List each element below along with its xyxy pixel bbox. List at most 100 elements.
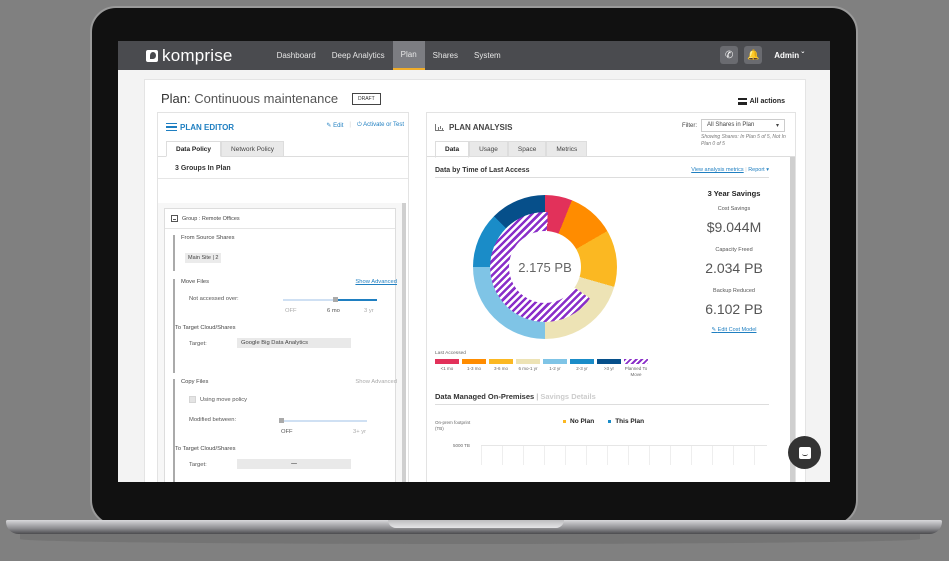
nav-plan[interactable]: Plan [392, 41, 425, 70]
backup-reduced-label: Backup Reduced [713, 288, 755, 294]
group-header[interactable]: Group : Remote Offices [165, 209, 395, 229]
bar-chart-icon [435, 123, 444, 131]
not-accessed-slider[interactable] [283, 299, 377, 301]
right-scrollbar[interactable] [790, 157, 795, 482]
bell-icon[interactable]: 🔔 [744, 46, 763, 64]
activate-label: Activate or Test [363, 122, 404, 128]
tab-space[interactable]: Space [507, 141, 547, 157]
divider: | [536, 392, 541, 401]
last-access-donut-chart[interactable]: 2.175 PB [473, 195, 617, 339]
legend-item: 6 mo-1 yr [516, 359, 540, 378]
slider-min-label: OFF [285, 308, 297, 314]
tab-usage[interactable]: Usage [469, 141, 508, 157]
analysis-tabs: Data Usage Space Metrics [427, 141, 588, 158]
all-actions-button[interactable]: All actions [737, 98, 785, 105]
legend-item: >3 yr [597, 359, 621, 378]
tab-data-policy[interactable]: Data Policy [166, 141, 222, 157]
using-move-policy-checkbox[interactable]: Using move policy [189, 396, 247, 403]
data-managed-tab[interactable]: Data Managed On-Premises [435, 392, 535, 401]
filter-label: Filter: [682, 122, 697, 129]
legend-no-plan[interactable]: No Plan [563, 418, 594, 425]
divider: | [745, 167, 747, 173]
checkbox-label: Using move policy [200, 397, 248, 404]
left-scrollbar[interactable] [402, 203, 406, 482]
move-files-section: Move Files Show Advanced Not accessed ov… [173, 279, 397, 373]
edit-cost-model-link[interactable]: ✎ Edit Cost Model [711, 327, 757, 333]
tab-data[interactable]: Data [435, 141, 470, 158]
copy-files-section: Copy Files Show Advanced Using move poli… [173, 379, 397, 482]
modified-slider[interactable] [279, 420, 367, 422]
savings-details-tab[interactable]: Savings Details [540, 392, 596, 401]
plan-editor-title: PLAN EDITOR [180, 122, 235, 132]
filter-select[interactable]: All Shares in Plan ▾ [701, 119, 785, 132]
group-card: Group : Remote Offices From Source Share… [164, 208, 397, 482]
collapse-icon[interactable] [171, 215, 178, 222]
tab-metrics[interactable]: Metrics [546, 141, 588, 157]
cost-savings-value: $9.044M [706, 219, 762, 235]
user-menu[interactable]: Admin ˇ [774, 51, 804, 60]
modified-slider-thumb[interactable] [279, 418, 284, 423]
on-prem-chart: On-prem footprint (TB) No Plan This Plan… [435, 412, 769, 482]
legend-item: 3-6 mo [489, 359, 513, 378]
groups-list: Group : Remote Offices From Source Share… [158, 203, 406, 482]
main-nav: Dashboard Deep Analytics Plan Shares Sys… [269, 41, 509, 70]
source-chip[interactable]: Main Site | 2 [185, 253, 222, 263]
power-icon: ⏻ [356, 122, 362, 128]
komprise-logo-icon [146, 49, 158, 62]
laptop-shadow [20, 534, 920, 544]
analysis-body: Data by Time of Last Access View analysi… [427, 157, 789, 482]
not-accessed-label: Not accessed over: [189, 296, 239, 302]
view-analysis-metrics-link[interactable]: View analysis metrics [691, 167, 744, 173]
data-managed-header: Data Managed On-Premises | Savings Detai… [435, 392, 769, 405]
nav-dashboard[interactable]: Dashboard [276, 51, 316, 60]
savings-title: 3 Year Savings [707, 189, 761, 198]
nav-shares[interactable]: Shares [432, 51, 459, 60]
plan-name: Continuous maintenance [194, 91, 339, 106]
brand-logo[interactable]: komprise [146, 46, 233, 66]
legend-item: <1 mo [435, 359, 459, 378]
copy-target-field[interactable]: — [237, 459, 351, 469]
show-advanced-link[interactable]: Show Advanced [355, 279, 397, 285]
source-section: From Source Shares Main Site | 2 [173, 235, 234, 271]
y-axis-label: On-prem footprint (TB) [435, 420, 471, 431]
sliders-icon [166, 123, 177, 131]
edit-link[interactable]: ✎ Edit [326, 123, 344, 129]
divider: | [349, 122, 351, 128]
nav-system[interactable]: System [474, 51, 501, 60]
title-prefix: Plan: [161, 91, 191, 106]
three-year-savings: 3 Year Savings Cost Savings $9.044M Capa… [689, 189, 779, 333]
legend-item: Planned To Move [624, 359, 648, 378]
chat-icon [798, 446, 811, 459]
capacity-freed-value: 2.034 PB [705, 260, 763, 276]
move-target-field[interactable]: Google Big Data Analytics [237, 338, 351, 348]
source-label: From Source Shares [181, 235, 235, 241]
legend-this-plan[interactable]: This Plan [608, 418, 644, 425]
copy-show-advanced-link[interactable]: Show Advanced [355, 379, 397, 385]
legend-title: Last Accessed [435, 351, 466, 356]
activate-link[interactable]: ⏻ Activate or Test [357, 122, 404, 129]
chat-button[interactable] [788, 436, 821, 469]
copy-target-label: Target: [189, 462, 207, 468]
copy-target-heading: To Target Cloud/Shares [175, 446, 236, 452]
section-title-text: Data by Time of Last Access [435, 167, 530, 174]
donut-center: 2.175 PB [509, 231, 581, 303]
report-dropdown[interactable]: Report ▾ [748, 167, 769, 173]
slider-fill [335, 299, 377, 301]
target-label: Target: [189, 341, 207, 347]
edit-cost-model-label: Edit Cost Model [717, 327, 757, 333]
user-menu-label: Admin [774, 50, 800, 60]
slider-thumb[interactable] [333, 297, 338, 302]
chart-legend: No Plan This Plan [563, 418, 644, 425]
plan-analysis-panel: PLAN ANALYSIS Filter: All Shares in Plan… [426, 112, 796, 482]
tab-divider [427, 156, 795, 157]
groups-count: 3 Groups In Plan [158, 157, 408, 179]
nav-deep-analytics[interactable]: Deep Analytics [331, 51, 385, 60]
filter-value: All Shares in Plan [707, 122, 755, 128]
checkbox[interactable] [189, 396, 196, 403]
showing-shares-text: Showing Shares: In Plan 5 of 5, Not In P… [701, 134, 786, 147]
plan-editor-panel: PLAN EDITOR ✎ Edit | ⏻ Activate or Test … [157, 112, 409, 482]
edit-label: Edit [333, 123, 344, 129]
phone-icon[interactable]: ✆ [720, 46, 739, 64]
tab-network-policy[interactable]: Network Policy [221, 141, 285, 156]
brand-name: komprise [162, 45, 233, 65]
